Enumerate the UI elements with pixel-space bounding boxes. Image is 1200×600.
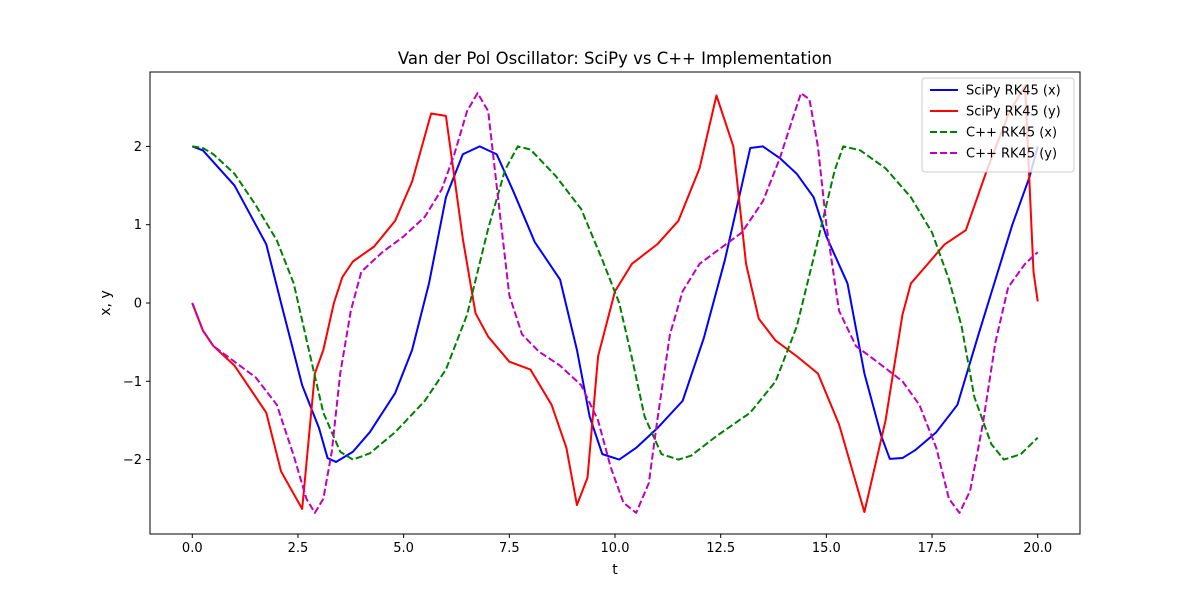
x-tick-label: 0.0 [182, 541, 203, 556]
y-tick-label: −2 [123, 453, 142, 468]
legend-label: SciPy RK45 (x) [966, 84, 1061, 99]
y-tick-label: 1 [134, 218, 142, 233]
x-tick-label: 10.0 [601, 541, 630, 556]
series-layer [191, 84, 1039, 514]
x-tick-label: 5.0 [393, 541, 414, 556]
y-tick-label: −1 [123, 375, 142, 390]
x-axis: 0.0 2.5 5.0 7.5 10.0 12.5 15.0 17.5 20.0 [182, 534, 1052, 556]
y-tick-label: 2 [134, 140, 142, 155]
y-axis: −2 −1 0 1 2 [123, 140, 150, 468]
legend-label: C++ RK45 (y) [966, 147, 1057, 162]
x-tick-label: 20.0 [1023, 541, 1052, 556]
x-tick-label: 17.5 [918, 541, 947, 556]
legend-box [921, 77, 1075, 173]
legend: SciPy RK45 (x) SciPy RK45 (y) C++ RK45 (x)… [921, 77, 1075, 173]
series-line-2 [191, 84, 1039, 514]
x-tick-label: 15.0 [812, 541, 841, 556]
x-tick-label: 7.5 [499, 541, 520, 556]
series-line-3 [192, 145, 1039, 461]
y-tick-label: 0 [134, 297, 142, 312]
x-tick-label: 2.5 [288, 541, 309, 556]
legend-label: C++ RK45 (x) [966, 126, 1057, 141]
series-line-1 [191, 145, 1039, 463]
series-line-4 [191, 92, 1039, 514]
x-tick-label: 12.5 [706, 541, 735, 556]
chart-title: Van der Pol Oscillator: SciPy vs C++ Imp… [398, 49, 832, 68]
y-axis-label: x, y [98, 290, 114, 315]
x-axis-label: t [612, 562, 618, 578]
legend-label: SciPy RK45 (y) [966, 105, 1061, 120]
